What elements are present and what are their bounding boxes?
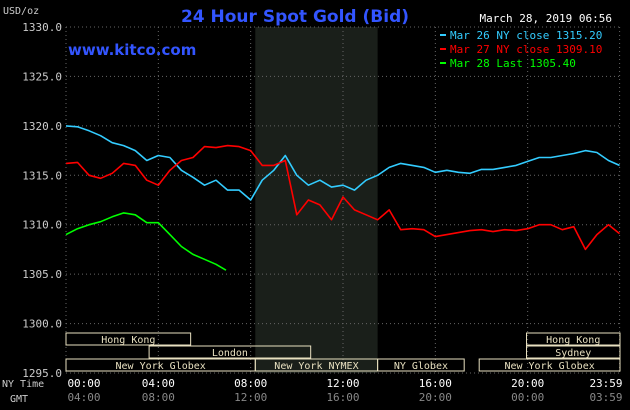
legend-entry: Mar 27 NY close 1309.10	[450, 43, 602, 56]
ny-time-label: NY Time	[2, 379, 44, 390]
session-box	[526, 332, 621, 346]
y-tick-label: 1300.0	[22, 318, 62, 331]
series-lines	[65, 125, 621, 271]
session-label: Sydney	[555, 348, 591, 359]
y-tick-label: 1315.0	[22, 169, 62, 182]
x-tick-gmt: 08:00	[142, 391, 175, 404]
session-box	[478, 358, 621, 372]
y-tick-label: 1320.0	[22, 120, 62, 133]
y-axis-ticks: 1295.0 1300.0 1305.0 1310.0 1315.0 1320.0 1325…	[22, 21, 62, 380]
y-tick-label: 1295.0	[22, 367, 62, 380]
session-label: Hong Kong	[101, 335, 155, 346]
grid-lines	[65, 26, 621, 374]
y-tick-label: 1305.0	[22, 268, 62, 281]
session-box	[65, 332, 192, 346]
series-line-1	[65, 125, 620, 201]
series-line-2	[65, 144, 621, 251]
legend-entry: Mar 28 Last 1305.40	[450, 57, 576, 70]
x-tick-ny: 00:00	[67, 377, 100, 390]
session-label: New York NYMEX	[274, 361, 358, 372]
session-label: London	[212, 348, 248, 359]
y-axis-label: USD/oz	[3, 6, 39, 17]
x-tick-gmt: 16:00	[326, 391, 359, 404]
x-tick-ny: 12:00	[326, 377, 359, 390]
session-label: New York Globex	[115, 361, 205, 372]
series-line-3	[65, 212, 227, 271]
x-tick-ny: 08:00	[234, 377, 267, 390]
x-tick-gmt: 20:00	[419, 391, 452, 404]
source-watermark[interactable]: www.kitco.com	[68, 41, 196, 59]
x-tick-ny: 04:00	[142, 377, 175, 390]
nymex-session-shade	[255, 27, 378, 373]
session-box	[148, 345, 312, 359]
x-tick-ny: 23:59	[589, 377, 622, 390]
y-tick-label: 1310.0	[22, 219, 62, 232]
session-label: New York Globex	[504, 361, 594, 372]
x-axis-ticks: 00:0004:0004:0008:0008:0012:0012:0016:00…	[67, 377, 622, 404]
y-tick-label: 1330.0	[22, 21, 62, 34]
chart-title: 24 Hour Spot Gold (Bid)	[181, 7, 409, 27]
session-bars: Hong Kong Hong Kong London Sydney New York G…	[65, 332, 621, 372]
y-tick-label: 1325.0	[22, 70, 62, 83]
x-tick-gmt: 03:59	[589, 391, 622, 404]
x-tick-ny: 20:00	[511, 377, 544, 390]
session-box	[377, 358, 465, 372]
x-tick-gmt: 00:00	[511, 391, 544, 404]
x-tick-gmt: 04:00	[67, 391, 100, 404]
session-box	[526, 345, 621, 359]
legend-entry: Mar 26 NY close 1315.20	[450, 29, 602, 42]
session-label: NY Globex	[394, 361, 448, 372]
x-tick-ny: 16:00	[419, 377, 452, 390]
x-tick-gmt: 12:00	[234, 391, 267, 404]
gmt-label: GMT	[10, 394, 28, 405]
timestamp: March 28, 2019 06:56	[480, 12, 612, 25]
session-label: Hong Kong	[546, 335, 600, 346]
